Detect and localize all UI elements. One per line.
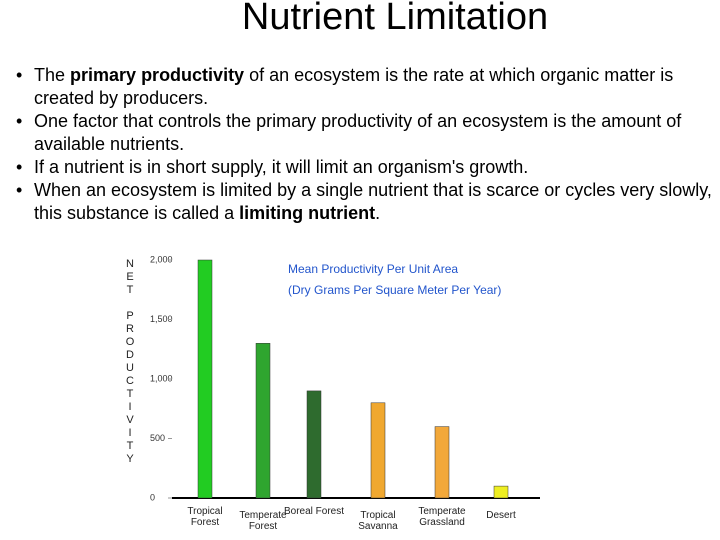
y-tick-label: 500 — [150, 433, 165, 443]
text: . — [375, 203, 381, 223]
x-tick-label: Tropical Savanna — [358, 510, 398, 532]
slide-title: Nutrient Limitation — [241, 0, 549, 38]
bullet: One factor that controls the primary pro… — [16, 110, 720, 156]
y-axis-label: NET PRODUCTIVITY — [124, 258, 136, 466]
bullet-list: The primary productivity of an ecosystem… — [14, 64, 720, 225]
x-tick-label: Desert — [486, 510, 516, 521]
bullet: The primary productivity of an ecosystem… — [16, 64, 720, 110]
text: When an ecosystem is limited by a single… — [34, 180, 712, 223]
y-tick-label: 1,500 — [150, 314, 173, 324]
chart: Mean Productivity Per Unit Area (Dry Gra… — [120, 250, 545, 535]
y-tick-label: 2,000 — [150, 254, 173, 264]
bold-text: limiting nutrient — [239, 203, 376, 223]
bullet: If a nutrient is in short supply, it wil… — [16, 156, 720, 179]
x-tick-label: Boreal Forest — [283, 506, 345, 517]
bar — [197, 259, 213, 499]
bar — [306, 390, 322, 499]
chart-svg: Mean Productivity Per Unit Area (Dry Gra… — [150, 254, 540, 502]
chart-title: Mean Productivity Per Unit Area — [288, 262, 458, 276]
bar — [434, 426, 450, 499]
bar — [493, 485, 509, 499]
x-tick-label: Temperate Grassland — [418, 506, 466, 528]
text: If a nutrient is in short supply, it wil… — [34, 157, 529, 177]
x-tick-label: Tropical Forest — [187, 506, 223, 528]
bullet: When an ecosystem is limited by a single… — [16, 179, 720, 225]
y-tick-label: 1,000 — [150, 373, 173, 383]
bar — [255, 343, 271, 499]
y-tick-label: 0 — [150, 492, 155, 502]
text: One factor that controls the primary pro… — [34, 111, 682, 154]
bold-text: primary productivity — [70, 65, 245, 85]
chart-subtitle: (Dry Grams Per Square Meter Per Year) — [288, 283, 501, 297]
bar — [370, 402, 386, 499]
x-tick-label: Temperate Forest — [239, 510, 287, 532]
text: of an ecosystem is the rate at which org… — [34, 65, 674, 108]
text: The — [34, 65, 71, 85]
